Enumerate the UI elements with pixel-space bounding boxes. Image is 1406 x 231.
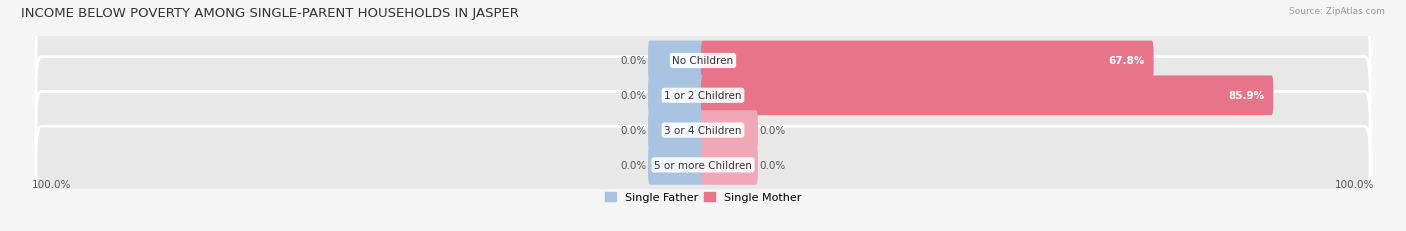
FancyBboxPatch shape: [702, 76, 1274, 116]
FancyBboxPatch shape: [37, 92, 1369, 169]
FancyBboxPatch shape: [702, 111, 758, 150]
FancyBboxPatch shape: [648, 111, 704, 150]
FancyBboxPatch shape: [702, 41, 1153, 81]
Legend: Single Father, Single Mother: Single Father, Single Mother: [605, 192, 801, 202]
Text: 100.0%: 100.0%: [31, 179, 70, 189]
Text: 0.0%: 0.0%: [759, 125, 786, 136]
Text: 67.8%: 67.8%: [1108, 56, 1144, 66]
FancyBboxPatch shape: [37, 57, 1369, 134]
Text: 0.0%: 0.0%: [620, 125, 647, 136]
Text: 0.0%: 0.0%: [620, 56, 647, 66]
Text: 3 or 4 Children: 3 or 4 Children: [664, 125, 742, 136]
Text: 1 or 2 Children: 1 or 2 Children: [664, 91, 742, 101]
FancyBboxPatch shape: [37, 23, 1369, 100]
FancyBboxPatch shape: [648, 146, 704, 185]
Text: 0.0%: 0.0%: [759, 160, 786, 170]
Text: INCOME BELOW POVERTY AMONG SINGLE-PARENT HOUSEHOLDS IN JASPER: INCOME BELOW POVERTY AMONG SINGLE-PARENT…: [21, 7, 519, 20]
FancyBboxPatch shape: [648, 76, 704, 116]
Text: 85.9%: 85.9%: [1229, 91, 1265, 101]
Text: 0.0%: 0.0%: [620, 91, 647, 101]
Text: No Children: No Children: [672, 56, 734, 66]
FancyBboxPatch shape: [702, 146, 758, 185]
FancyBboxPatch shape: [37, 127, 1369, 204]
Text: 5 or more Children: 5 or more Children: [654, 160, 752, 170]
Text: 0.0%: 0.0%: [620, 160, 647, 170]
Text: Source: ZipAtlas.com: Source: ZipAtlas.com: [1289, 7, 1385, 16]
FancyBboxPatch shape: [648, 41, 704, 81]
Text: 100.0%: 100.0%: [1336, 179, 1375, 189]
